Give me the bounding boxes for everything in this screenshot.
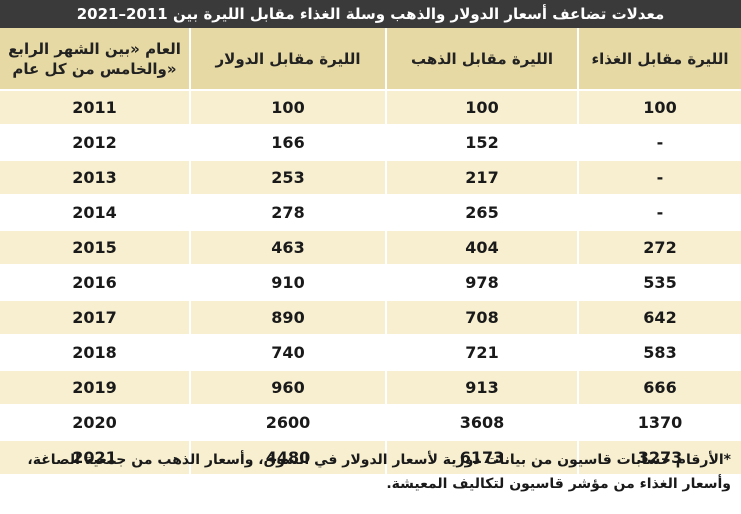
cell-year: 2014 xyxy=(0,195,190,231)
cell-gold: 404 xyxy=(385,230,578,266)
cell-year: 2017 xyxy=(0,300,190,336)
header-year: العام «بين الشهر الرابع والخامس من كل عا… xyxy=(0,28,190,91)
cell-dollar: 740 xyxy=(189,335,386,371)
table-row: 2017 890 708 642 xyxy=(0,300,741,336)
cell-food: 666 xyxy=(577,370,741,406)
header-gold: الليرة مقابل الذهب xyxy=(385,28,578,91)
cell-food: 100 xyxy=(577,90,741,126)
cell-year: 2012 xyxy=(0,125,190,161)
cell-year: 2019 xyxy=(0,370,190,406)
cell-food: 583 xyxy=(577,335,741,371)
cell-dollar: 910 xyxy=(189,265,386,301)
table-row: 2019 960 913 666 xyxy=(0,370,741,406)
header-food: الليرة مقابل الغذاء xyxy=(577,28,741,91)
cell-gold: 6173 xyxy=(385,440,578,476)
cell-gold: 217 xyxy=(385,160,578,196)
cell-dollar: 253 xyxy=(189,160,386,196)
table-row: 2014 278 265- xyxy=(0,195,741,231)
cell-food: 272 xyxy=(577,230,741,266)
cell-dollar: 960 xyxy=(189,370,386,406)
cell-year: 2021 xyxy=(0,440,190,476)
cell-dollar: 2600 xyxy=(189,405,386,441)
cell-gold: 721 xyxy=(385,335,578,371)
cell-year: 2015 xyxy=(0,230,190,266)
table-row: 2011 100 100 100 xyxy=(0,90,741,126)
cell-food: 3273 xyxy=(577,440,741,476)
cell-dollar: 278 xyxy=(189,195,386,231)
footnote: *الأرقام حسابات قاسيون من بيانات دورية ل… xyxy=(27,452,731,492)
cell-gold: 913 xyxy=(385,370,578,406)
cell-year: 2020 xyxy=(0,405,190,441)
table-row: 2016 910 978 535 xyxy=(0,265,741,301)
cell-dollar: 890 xyxy=(189,300,386,336)
cell-year: 2011 xyxy=(0,90,190,126)
cell-dollar: 4480 xyxy=(189,440,386,476)
cell-gold: 100 xyxy=(385,90,578,126)
cell-food: 535 xyxy=(577,265,741,301)
cell-dollar: 166 xyxy=(189,125,386,161)
cell-gold: 265 xyxy=(385,195,578,231)
cell-food: - xyxy=(577,125,741,161)
table-row: 2018 740 721 583 xyxy=(0,335,741,371)
cell-gold: 708 xyxy=(385,300,578,336)
price-table: العام «بين الشهر الرابع والخامس من كل عا… xyxy=(0,28,741,476)
cell-food: 642 xyxy=(577,300,741,336)
cell-food: - xyxy=(577,195,741,231)
cell-dollar: 463 xyxy=(189,230,386,266)
table-row: 2015 463 404 272 xyxy=(0,230,741,266)
header-row: العام «بين الشهر الرابع والخامس من كل عا… xyxy=(0,28,741,91)
table-title: معدلات تضاعف أسعار الدولار والذهب وسلة ا… xyxy=(0,0,741,28)
cell-food: - xyxy=(577,160,741,196)
cell-year: 2016 xyxy=(0,265,190,301)
cell-gold: 152 xyxy=(385,125,578,161)
table-row: 2012 166 152- xyxy=(0,125,741,161)
cell-year: 2018 xyxy=(0,335,190,371)
table-row: 2021 4480 6173 3273 xyxy=(0,440,741,476)
table-body: 2011 100 100 100 2012 166 152-2013 253 217-2014 2… xyxy=(0,90,741,476)
table-row: 2020 2600 3608 1370 xyxy=(0,405,741,441)
header-dollar: الليرة مقابل الدولار xyxy=(189,28,386,91)
cell-year: 2013 xyxy=(0,160,190,196)
cell-food: 1370 xyxy=(577,405,741,441)
cell-dollar: 100 xyxy=(189,90,386,126)
cell-gold: 3608 xyxy=(385,405,578,441)
table-row: 2013 253 217- xyxy=(0,160,741,196)
cell-gold: 978 xyxy=(385,265,578,301)
